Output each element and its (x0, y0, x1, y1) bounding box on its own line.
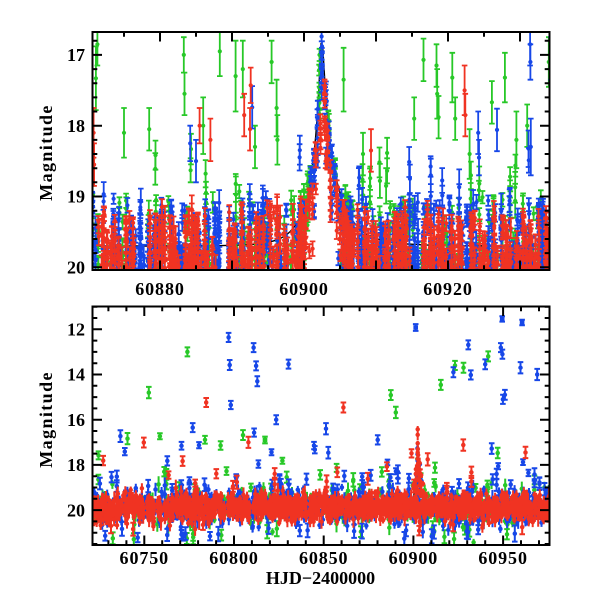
svg-text:14: 14 (67, 365, 85, 385)
svg-text:12: 12 (67, 320, 85, 340)
svg-text:60800: 60800 (209, 548, 259, 568)
svg-text:HJD−2400000: HJD−2400000 (266, 568, 375, 588)
svg-text:18: 18 (67, 116, 85, 136)
svg-text:Magnitude: Magnitude (36, 371, 56, 468)
svg-text:18: 18 (67, 455, 85, 475)
svg-text:60880: 60880 (135, 279, 185, 299)
svg-text:Magnitude: Magnitude (36, 104, 56, 201)
svg-text:60900: 60900 (389, 548, 439, 568)
svg-text:20: 20 (67, 258, 85, 278)
svg-text:60750: 60750 (120, 548, 170, 568)
svg-text:60900: 60900 (279, 279, 329, 299)
svg-text:60920: 60920 (423, 279, 473, 299)
svg-text:60950: 60950 (478, 548, 528, 568)
svg-text:16: 16 (67, 410, 85, 430)
svg-text:20: 20 (67, 500, 85, 520)
svg-text:60850: 60850 (299, 548, 349, 568)
svg-text:19: 19 (67, 187, 85, 207)
svg-text:17: 17 (67, 45, 85, 65)
